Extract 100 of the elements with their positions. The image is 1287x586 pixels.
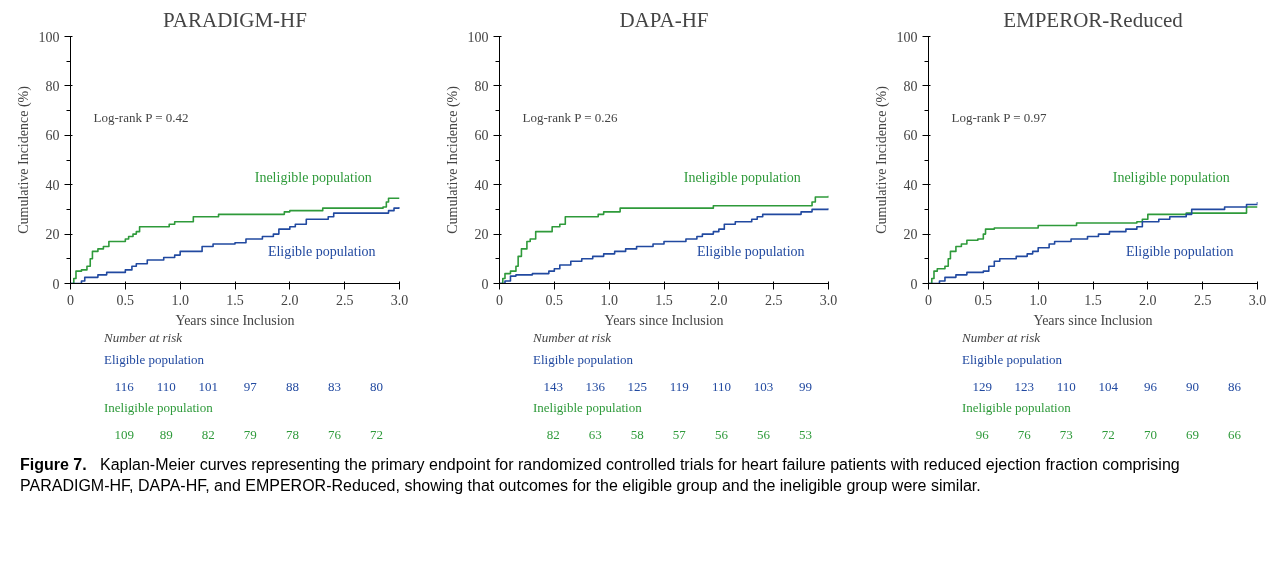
series-label: Eligible population xyxy=(1125,243,1234,259)
x-axis-title: Years since Inclusion xyxy=(604,312,724,328)
text: 56 xyxy=(714,426,729,442)
annotation: Log-rank P = 0.42 xyxy=(93,110,189,126)
text: 57 xyxy=(672,426,687,442)
y-tick-label: 80 xyxy=(474,78,489,94)
text: 88 xyxy=(285,378,299,394)
y-tick-label: 40 xyxy=(45,177,60,193)
text: 63 xyxy=(588,426,602,442)
annotation: Log-rank P = 0.26 xyxy=(522,110,618,126)
x-tick-label: 2.5 xyxy=(1193,292,1212,308)
text: 72 xyxy=(1101,426,1115,442)
x-tick-label: 0.5 xyxy=(116,292,135,308)
text: Eligible population xyxy=(962,351,1063,367)
text: Eligible population xyxy=(533,351,634,367)
chart-title: PARADIGM-HF xyxy=(163,7,307,32)
text: 72 xyxy=(369,426,383,442)
x-tick-label: 1.0 xyxy=(1029,292,1047,308)
y-tick-label: 0 xyxy=(481,276,489,292)
text: Ineligible population xyxy=(962,399,1072,415)
text: 56 xyxy=(756,426,771,442)
y-tick-label: 20 xyxy=(903,227,918,243)
text: Number at risk xyxy=(103,329,183,345)
y-tick-label: 100 xyxy=(38,29,60,45)
text: 76 xyxy=(1017,426,1032,442)
text: 125 xyxy=(627,378,648,394)
y-tick-label: 0 xyxy=(52,276,60,292)
y-tick-label: 60 xyxy=(474,128,489,144)
series-label: Ineligible population xyxy=(683,169,801,185)
x-tick-label: 2.5 xyxy=(764,292,783,308)
text: 73 xyxy=(1059,426,1073,442)
text: 70 xyxy=(1143,426,1157,442)
text: 110 xyxy=(156,378,176,394)
x-tick-label: 0 xyxy=(925,292,932,308)
caption: Figure 7. xyxy=(20,456,87,473)
y-axis-title: Cumulative Incidence (%) xyxy=(15,85,32,234)
x-tick-label: 3.0 xyxy=(819,292,838,308)
text: 97 xyxy=(243,378,258,394)
text: 129 xyxy=(972,378,992,394)
text: 96 xyxy=(1143,378,1158,394)
x-axis-title: Years since Inclusion xyxy=(175,312,295,328)
x-axis-title: Years since Inclusion xyxy=(1033,312,1153,328)
x-tick-label: 2.0 xyxy=(1139,292,1157,308)
y-tick-label: 100 xyxy=(467,29,489,45)
chart-title: EMPEROR-Reduced xyxy=(1003,7,1184,32)
text: 90 xyxy=(1185,378,1199,394)
x-tick-label: 3.0 xyxy=(390,292,409,308)
y-axis-title: Cumulative Incidence (%) xyxy=(873,85,890,234)
y-tick-label: 80 xyxy=(45,78,60,94)
text: 83 xyxy=(327,378,341,394)
x-tick-label: 1.5 xyxy=(1084,292,1102,308)
x-tick-label: 1.5 xyxy=(655,292,673,308)
x-tick-label: 1.0 xyxy=(600,292,618,308)
y-tick-label: 40 xyxy=(903,177,918,193)
x-tick-label: 0.5 xyxy=(545,292,564,308)
x-tick-label: 3.0 xyxy=(1248,292,1267,308)
chart-title: DAPA-HF xyxy=(619,7,709,32)
text: 110 xyxy=(711,378,731,394)
x-tick-label: 2.0 xyxy=(281,292,299,308)
y-tick-label: 0 xyxy=(910,276,918,292)
text: 89 xyxy=(159,426,173,442)
y-tick-label: 80 xyxy=(903,78,918,94)
x-tick-label: 1.5 xyxy=(226,292,244,308)
text: 66 xyxy=(1227,426,1242,442)
text: 76 xyxy=(327,426,342,442)
text: 101 xyxy=(198,378,219,394)
text: 110 xyxy=(1056,378,1076,394)
text: 143 xyxy=(543,378,563,394)
text: 109 xyxy=(114,426,134,442)
text: 58 xyxy=(630,426,644,442)
text: 86 xyxy=(1227,378,1242,394)
series-label: Eligible population xyxy=(267,243,376,259)
y-tick-label: 40 xyxy=(474,177,489,193)
y-axis-title: Cumulative Incidence (%) xyxy=(444,85,461,234)
text: 53 xyxy=(798,426,812,442)
y-tick-label: 20 xyxy=(474,227,489,243)
text: 104 xyxy=(1098,378,1119,394)
series-label: Eligible population xyxy=(696,243,805,259)
text: 119 xyxy=(669,378,689,394)
y-tick-label: 60 xyxy=(903,128,918,144)
x-tick-label: 2.5 xyxy=(335,292,354,308)
text: Eligible population xyxy=(104,351,205,367)
x-tick-label: 1.0 xyxy=(171,292,189,308)
text: 80 xyxy=(369,378,383,394)
x-tick-label: 0 xyxy=(67,292,74,308)
x-tick-label: 0.5 xyxy=(974,292,993,308)
text: 123 xyxy=(1014,378,1034,394)
text: 79 xyxy=(243,426,257,442)
y-tick-label: 20 xyxy=(45,227,60,243)
y-tick-label: 60 xyxy=(45,128,60,144)
text: 136 xyxy=(585,378,606,394)
text: 96 xyxy=(975,426,990,442)
text: Ineligible population xyxy=(104,399,214,415)
text: 82 xyxy=(201,426,215,442)
series-label: Ineligible population xyxy=(254,169,372,185)
annotation: Log-rank P = 0.97 xyxy=(951,110,1047,126)
text: 82 xyxy=(546,426,560,442)
text: 116 xyxy=(114,378,135,394)
text: 69 xyxy=(1185,426,1199,442)
text: 99 xyxy=(798,378,812,394)
